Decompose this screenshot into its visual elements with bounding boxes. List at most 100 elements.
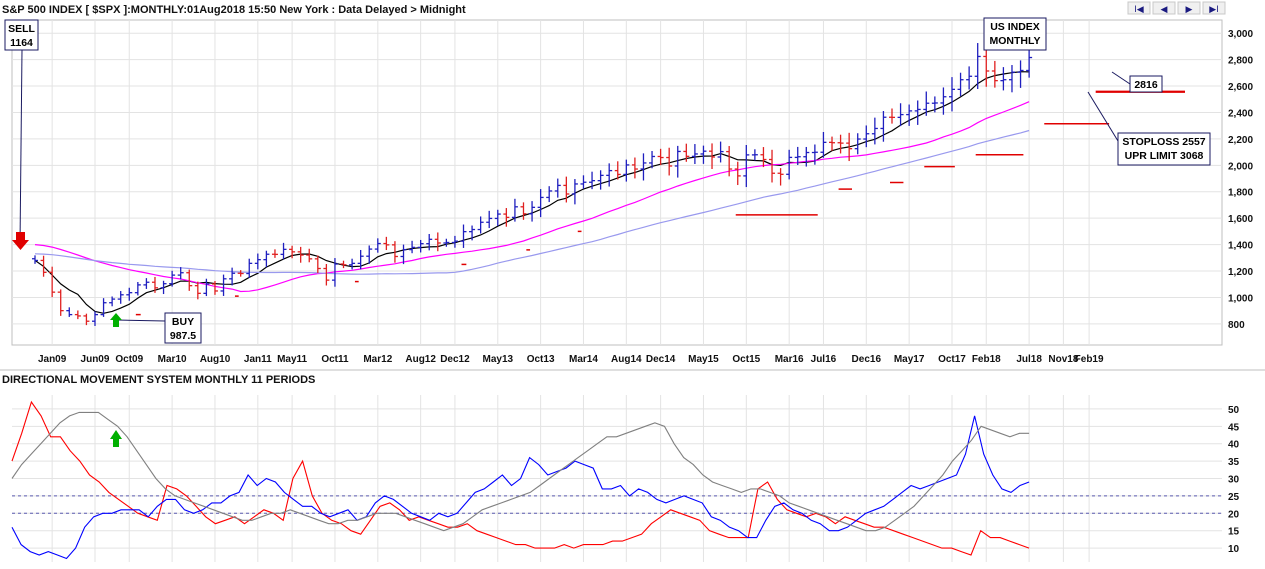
x-tick-label: Mar10 — [158, 354, 187, 365]
ohlc-bar — [623, 159, 630, 182]
ohlc-bar — [863, 125, 870, 148]
ohlc-bar — [709, 143, 716, 169]
ohlc-bar — [700, 145, 707, 164]
annotation-label: 2816 — [1134, 79, 1158, 91]
dmi-title: DIRECTIONAL MOVEMENT SYSTEM MONTHLY 11 P… — [2, 374, 315, 386]
prev-button[interactable]: ◀ — [1152, 1, 1176, 15]
ohlc-bar — [683, 143, 690, 162]
ohlc-bar — [760, 147, 767, 168]
dmi-panel-grid — [12, 395, 1222, 562]
ohlc-bar — [229, 267, 236, 286]
ohlc-bar — [897, 103, 904, 127]
ohlc-bar — [426, 233, 433, 251]
y-tick-label: 1,800 — [1228, 188, 1253, 199]
x-tick-label: Dec16 — [852, 354, 882, 365]
x-tick-label: Jul16 — [811, 354, 837, 365]
ohlc-bar — [511, 198, 518, 222]
support-levels — [135, 90, 1185, 316]
ohlc-bar — [40, 255, 47, 277]
ohlc-bar — [520, 202, 527, 220]
last-button-glyph: ▶I — [1209, 4, 1218, 14]
y-tick-label: 1,000 — [1228, 293, 1253, 304]
ohlc-bar — [289, 245, 296, 259]
ohlc-bar — [546, 186, 553, 203]
dmi-series-line — [11, 400, 1030, 556]
y-tick-label: 1,600 — [1228, 214, 1253, 225]
y-tick-label: 2,400 — [1228, 108, 1253, 119]
dmi-y-tick-label: 45 — [1228, 422, 1240, 433]
next-button-glyph: ▶ — [1186, 4, 1193, 14]
y-tick-label: 3,000 — [1228, 29, 1253, 40]
annotation-label: SELL — [8, 23, 35, 35]
dmi-y-tick-label: 30 — [1228, 475, 1240, 486]
ohlc-bar — [203, 278, 210, 297]
annotation-box: SELL 1164 — [4, 19, 39, 246]
ohlc-bar — [477, 216, 484, 234]
moving-average-line — [34, 129, 1030, 275]
x-tick-label: Oct15 — [732, 354, 760, 365]
ohlc-bar — [751, 149, 758, 161]
sell-arrow-icon — [12, 232, 29, 250]
x-tick-label: Feb19 — [1075, 354, 1104, 365]
ohlc-bar — [66, 307, 73, 317]
annotation-label: 987.5 — [170, 330, 196, 342]
x-tick-label: Jul18 — [1016, 354, 1042, 365]
annotation-label: UPR LIMIT 3068 — [1125, 150, 1204, 162]
dmi-lines — [11, 400, 1030, 560]
ohlc-bar — [503, 208, 510, 227]
ohlc-bar — [186, 269, 193, 291]
ohlc-bar — [306, 248, 313, 263]
chart-title: S&P 500 INDEX [ $SPX ]:MONTHLY:01Aug2018… — [2, 4, 466, 16]
dmi-series-line — [11, 411, 1030, 532]
ohlc-bar — [777, 168, 784, 186]
x-tick-label: Oct11 — [321, 354, 349, 365]
ohlc-bar — [486, 210, 493, 229]
ohlc-bars — [32, 43, 1033, 326]
ohlc-bar — [263, 250, 270, 268]
ohlc-bar — [563, 176, 570, 203]
ohlc-bar — [366, 245, 373, 264]
next-button[interactable]: ▶ — [1177, 1, 1201, 15]
dmi-y-tick-label: 10 — [1228, 544, 1240, 555]
buy-arrow-icon — [110, 313, 122, 327]
ohlc-bar — [837, 134, 844, 154]
ohlc-bar — [846, 132, 853, 162]
x-tick-label: Aug10 — [200, 354, 231, 365]
ohlc-bar — [443, 238, 450, 247]
ohlc-bar — [400, 244, 407, 265]
ohlc-bar — [331, 258, 338, 287]
dmi-series-line — [11, 415, 1030, 560]
first-button[interactable]: I◀ — [1127, 1, 1151, 15]
ohlc-bar — [280, 242, 287, 260]
ohlc-bar — [237, 270, 244, 277]
ohlc-bar — [32, 255, 38, 264]
ohlc-bar — [271, 249, 278, 258]
ohlc-bar — [974, 43, 981, 89]
x-tick-label: Mar14 — [569, 354, 598, 365]
ohlc-bar — [434, 232, 441, 252]
ohlc-bar — [743, 145, 750, 188]
ohlc-bar — [91, 311, 98, 326]
ohlc-bar — [957, 72, 964, 97]
ohlc-bar — [889, 108, 895, 124]
ohlc-bar — [126, 287, 133, 301]
ohlc-bar — [297, 246, 304, 263]
ohlc-bar — [1017, 60, 1024, 88]
ohlc-bar — [451, 235, 458, 248]
ohlc-bar — [966, 66, 973, 90]
ohlc-bar — [340, 260, 347, 269]
last-button[interactable]: ▶I — [1202, 1, 1226, 15]
y-tick-label: 1,200 — [1228, 267, 1253, 278]
dmi-marks — [110, 430, 122, 447]
ohlc-bar — [906, 104, 913, 126]
ohlc-bar — [991, 60, 998, 88]
ohlc-bar — [357, 249, 364, 270]
ohlc-bar — [409, 240, 416, 254]
ohlc-bar — [589, 171, 596, 190]
y-tick-label: 2,800 — [1228, 56, 1253, 67]
ohlc-bar — [803, 146, 810, 167]
ohlc-bar — [786, 149, 793, 180]
ohlc-bar — [649, 151, 656, 169]
y-tick-label: 2,200 — [1228, 135, 1253, 146]
